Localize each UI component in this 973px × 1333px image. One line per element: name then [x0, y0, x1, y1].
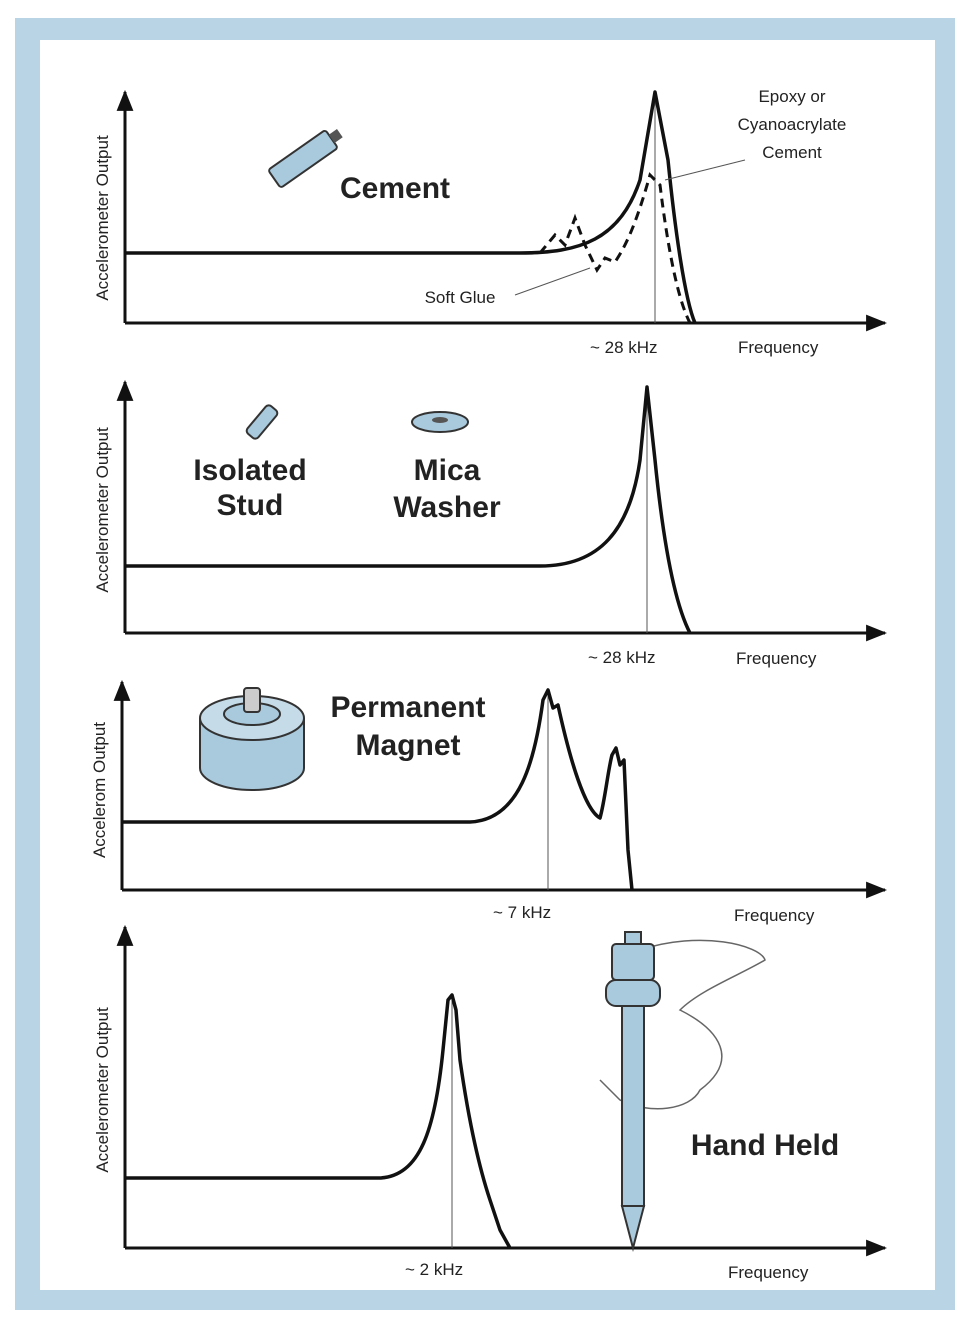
method-label: Mica — [414, 454, 481, 487]
x-axis-label: Frequency — [738, 338, 819, 357]
method-label: Cement — [340, 172, 450, 205]
method-label: Hand Held — [691, 1129, 839, 1162]
marker-label: ~ 28 kHz — [590, 338, 658, 357]
x-axis-label: Frequency — [728, 1263, 809, 1282]
annotation: Cyanoacrylate — [738, 115, 847, 134]
marker-label: ~ 7 kHz — [493, 903, 551, 922]
method-label: Magnet — [356, 729, 461, 762]
annotation: Soft Glue — [425, 288, 496, 307]
y-axis-label: Accelerometer Output — [93, 1007, 112, 1173]
marker-label: ~ 2 kHz — [405, 1260, 463, 1279]
method-label: Isolated — [193, 454, 306, 487]
x-axis-label: Frequency — [736, 649, 817, 668]
magnet-icon — [200, 688, 304, 790]
marker-label: ~ 28 kHz — [588, 648, 656, 667]
y-axis-label: Accelerom Output — [90, 722, 109, 858]
y-axis-label: Accelerometer Output — [93, 135, 112, 301]
annotation: Epoxy or — [758, 87, 825, 106]
figure: Accelerometer Output ~ 28 kHz Frequency … — [0, 0, 973, 1333]
x-axis-label: Frequency — [734, 906, 815, 925]
method-label: Stud — [217, 489, 284, 522]
method-label: Permanent — [330, 691, 485, 724]
annotation: Cement — [762, 143, 822, 162]
washer-hole — [432, 417, 448, 423]
method-label: Washer — [393, 491, 501, 524]
y-axis-label: Accelerometer Output — [93, 427, 112, 593]
